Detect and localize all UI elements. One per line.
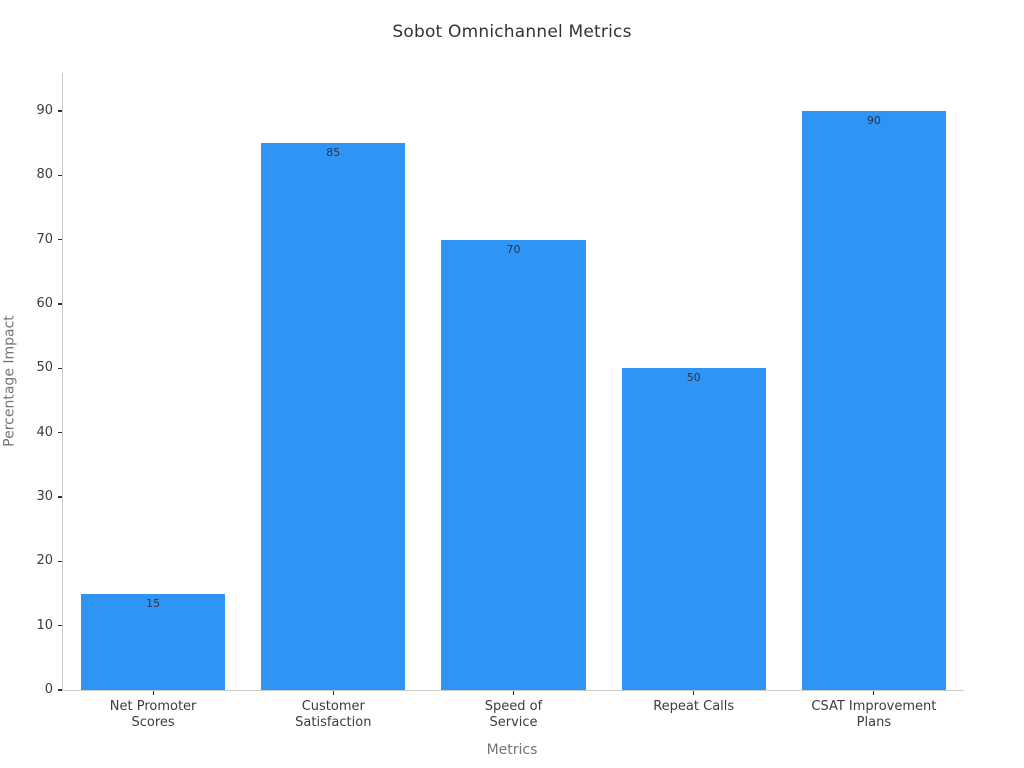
bar-value-label: 15: [146, 596, 161, 610]
x-tick-label-0: Net Promoter Scores: [63, 699, 243, 731]
plot-area: 15 85 70 50 90 0 10 20 30 40 50 60 70 80 90 Net Promote…: [36, 73, 964, 730]
x-axis-label: Metrics: [486, 742, 538, 758]
chart-title: Sobot Omnichannel Metrics: [392, 22, 632, 42]
x-tick-label-line: Plans: [856, 715, 892, 730]
y-tick-label: 30: [36, 488, 53, 504]
y-tick-mark: [58, 560, 62, 562]
y-tick-mark: [58, 367, 62, 369]
y-tick-label: 0: [44, 682, 53, 697]
x-tick-label-line: Net Promoter: [109, 699, 197, 714]
x-tick-label-line: CSAT Improvement: [811, 699, 937, 714]
y-tick-mark: [58, 239, 62, 241]
bar-2: 70: [441, 239, 586, 690]
x-tick-mark: [332, 691, 334, 695]
x-tick-mark: [152, 691, 154, 695]
y-tick-label: 90: [36, 102, 53, 118]
y-tick-label: 70: [36, 231, 53, 247]
x-tick-label-2: Speed of Service: [424, 699, 604, 731]
x-tick-mark: [693, 691, 695, 695]
y-tick-label: 40: [36, 424, 53, 440]
bar-1: 85: [261, 143, 406, 690]
x-tick-label-line: Customer: [301, 699, 365, 714]
y-axis-label: Percentage Impact: [1, 315, 18, 447]
y-tick-label: 80: [36, 167, 53, 183]
y-tick-label: 10: [36, 617, 53, 633]
y-tick-mark: [58, 110, 62, 112]
y-tick-mark: [58, 496, 62, 498]
y-tick-mark: [58, 689, 62, 691]
bar-value-label: 90: [866, 113, 881, 127]
bar-3: 50: [621, 368, 766, 690]
x-tick-label-4: CSAT Improvement Plans: [784, 699, 964, 731]
x-tick-mark: [512, 691, 515, 695]
y-tick-mark: [58, 625, 62, 627]
bar-value-label: 50: [686, 371, 701, 385]
bar-value-label: 70: [506, 242, 521, 256]
y-tick-mark: [58, 432, 62, 434]
x-tick-label-line: Speed of: [484, 699, 543, 714]
bar-value-label: 85: [326, 146, 341, 160]
y-tick-label: 50: [36, 360, 53, 376]
y-tick-label: 20: [36, 553, 53, 569]
bar-4: 90: [801, 110, 946, 690]
x-tick-label-line: Scores: [131, 715, 175, 730]
x-tick-mark: [873, 691, 875, 695]
x-tick-label-line: Satisfaction: [295, 715, 372, 730]
x-tick-label-line: Service: [489, 715, 538, 730]
x-tick-label-3: Repeat Calls: [604, 699, 784, 715]
x-tick-label-1: Customer Satisfaction: [243, 699, 423, 731]
y-tick-mark: [58, 174, 62, 176]
x-tick-label-line: Repeat Calls: [653, 699, 735, 714]
y-tick-label: 60: [36, 295, 53, 311]
bar-0: 15: [81, 593, 226, 690]
y-tick-mark: [58, 303, 62, 305]
